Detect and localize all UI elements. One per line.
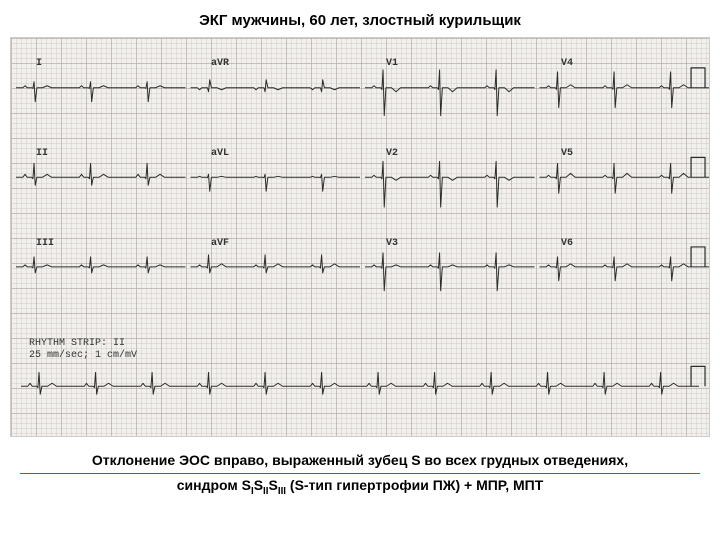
page-title: ЭКГ мужчины, 60 лет, злостный курильщик bbox=[0, 0, 720, 37]
lead-label-V5: V5 bbox=[561, 148, 573, 159]
lead-label-V3: V3 bbox=[386, 238, 398, 249]
lead-label-V1: V1 bbox=[386, 58, 398, 69]
lead-label-aVL: aVL bbox=[211, 148, 229, 159]
ecg-traces bbox=[11, 38, 709, 436]
lead-label-V2: V2 bbox=[386, 148, 398, 159]
caption: Отклонение ЭОС вправо, выраженный зубец … bbox=[0, 437, 720, 498]
lead-label-II: II bbox=[36, 148, 48, 159]
lead-label-aVR: aVR bbox=[211, 58, 229, 69]
lead-label-V4: V4 bbox=[561, 58, 573, 69]
caption-divider bbox=[20, 473, 700, 474]
lead-label-V6: V6 bbox=[561, 238, 573, 249]
lead-label-aVF: aVF bbox=[211, 238, 229, 249]
rhythm-strip-label: RHYTHM STRIP: II 25 mm/sec; 1 cm/mV bbox=[29, 338, 137, 362]
ecg-chart: IaVR V1 V4 II aVL V2 V5 III aVF V3 V6 RHYTHM STRIP… bbox=[10, 37, 710, 437]
lead-label-I: I bbox=[36, 58, 42, 69]
caption-line2: синдром SISIISIII (S-тип гипертрофии ПЖ)… bbox=[177, 477, 544, 493]
lead-label-III: III bbox=[36, 238, 54, 249]
caption-line1: Отклонение ЭОС вправо, выраженный зубец … bbox=[92, 452, 628, 468]
